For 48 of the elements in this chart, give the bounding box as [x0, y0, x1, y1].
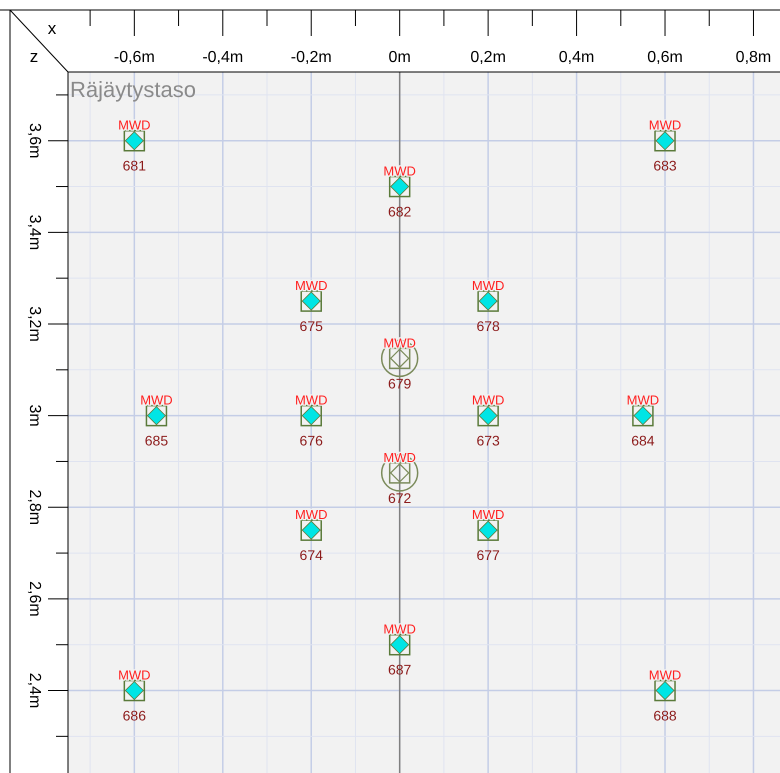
annotation: 681	[122, 158, 146, 174]
x-tick-label: 0,4m	[558, 49, 594, 66]
chart-title: Räjäytystaso	[70, 77, 196, 102]
x-axis-title: x	[48, 19, 57, 38]
annotation: MWD	[118, 118, 151, 133]
x-tick-label: -0,4m	[202, 49, 244, 66]
annotation: 686	[122, 708, 146, 724]
annotation: MWD	[294, 507, 328, 522]
y-tick-label: 3,2m	[26, 306, 43, 342]
annotation: MWD	[383, 164, 416, 179]
annotation: 683	[653, 158, 677, 174]
annotation: MWD	[472, 507, 504, 522]
annotation: MWD	[472, 278, 504, 294]
annotation: 688	[653, 708, 677, 724]
annotation: 672	[388, 490, 412, 506]
y-tick-label: 3,4m	[26, 214, 43, 250]
annotation: MWD	[626, 392, 660, 408]
x-tick-label: -0,6m	[114, 49, 155, 66]
annotation: 677	[476, 547, 500, 564]
annotation: MWD	[472, 392, 504, 408]
annotation: MWD	[648, 668, 682, 683]
annotation: 684	[631, 432, 655, 449]
annotation: 679	[388, 375, 412, 392]
y-axis-title: z	[30, 47, 38, 66]
x-tick-label: 0,6m	[647, 49, 683, 66]
annotation: MWD	[648, 118, 682, 133]
y-tick-label: 2,8m	[26, 489, 43, 526]
annotation: MWD	[294, 392, 328, 408]
y-tick-label: 2,4m	[26, 672, 43, 708]
x-tick-label: -0,2m	[290, 49, 332, 66]
y-tick-label: 3,6m	[26, 122, 43, 159]
annotation: MWD	[294, 278, 328, 294]
y-tick-label: 3m	[26, 404, 43, 427]
annotation: MWD	[383, 622, 416, 637]
x-tick-label: 0m	[388, 49, 411, 66]
annotation: 675	[300, 318, 324, 334]
annotation: 685	[144, 432, 168, 449]
annotation: MWD	[118, 668, 151, 683]
annotation: 676	[300, 432, 324, 449]
annotation: 687	[388, 662, 412, 678]
x-tick-label: 0,8m	[736, 49, 772, 66]
annotation: 673	[476, 432, 500, 449]
x-tick-label: 0,2m	[470, 49, 506, 66]
annotation: 682	[388, 204, 412, 220]
annotation: 678	[476, 318, 500, 334]
annotation: MWD	[140, 392, 173, 408]
y-tick-label: 2,6m	[26, 581, 43, 617]
annotation: 674	[300, 547, 324, 564]
